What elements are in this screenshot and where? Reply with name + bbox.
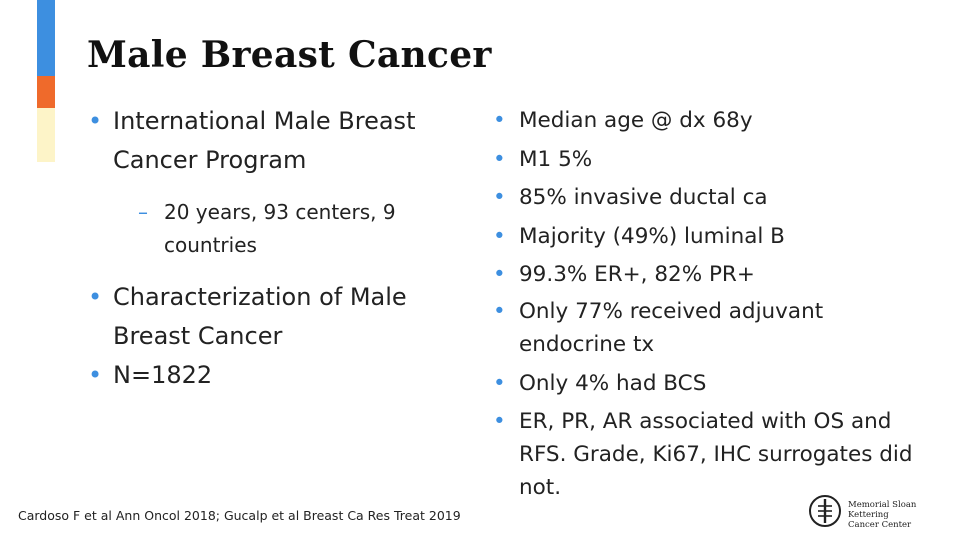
mskcc-emblem-icon: [809, 495, 841, 527]
bullet-endocrine: Only 77% received adjuvant endocrine tx: [493, 295, 913, 361]
bullet-luminal-b: Majority (49%) luminal B: [493, 218, 913, 257]
left-column: International Male Breast Cancer Program…: [86, 102, 476, 395]
bullet-receptors: 99.3% ER+, 82% PR+: [493, 256, 913, 295]
bullet-median-age: Median age @ dx 68y: [493, 102, 913, 141]
sub-bullet-scope: 20 years, 93 centers, 9 countries: [138, 196, 476, 262]
bullet-m1: M1 5%: [493, 141, 913, 180]
bullet-bcs: Only 4% had BCS: [493, 365, 913, 404]
logo-text-line2: Cancer Center: [848, 520, 912, 530]
citation-footer: Cardoso F et al Ann Oncol 2018; Gucalp e…: [18, 508, 461, 523]
bullet-sample-size: N=1822: [86, 356, 476, 395]
bullet-characterization: Characterization of Male Breast Cancer: [86, 278, 476, 356]
accent-bar-cream: [37, 108, 55, 162]
mskcc-logo: Memorial Sloan Kettering Cancer Center: [808, 494, 938, 534]
bullet-idc: 85% invasive ductal ca: [493, 179, 913, 218]
accent-bar-blue: [37, 0, 55, 76]
slide-title: Male Breast Cancer: [87, 34, 492, 76]
right-column: Median age @ dx 68y M1 5% 85% invasive d…: [493, 102, 913, 504]
bullet-program: International Male Breast Cancer Program: [86, 102, 476, 180]
accent-bar-orange: [37, 76, 55, 108]
logo-text-line1: Memorial Sloan Kettering: [848, 500, 917, 520]
bullet-os-rfs: ER, PR, AR associated with OS and RFS. G…: [493, 405, 913, 504]
